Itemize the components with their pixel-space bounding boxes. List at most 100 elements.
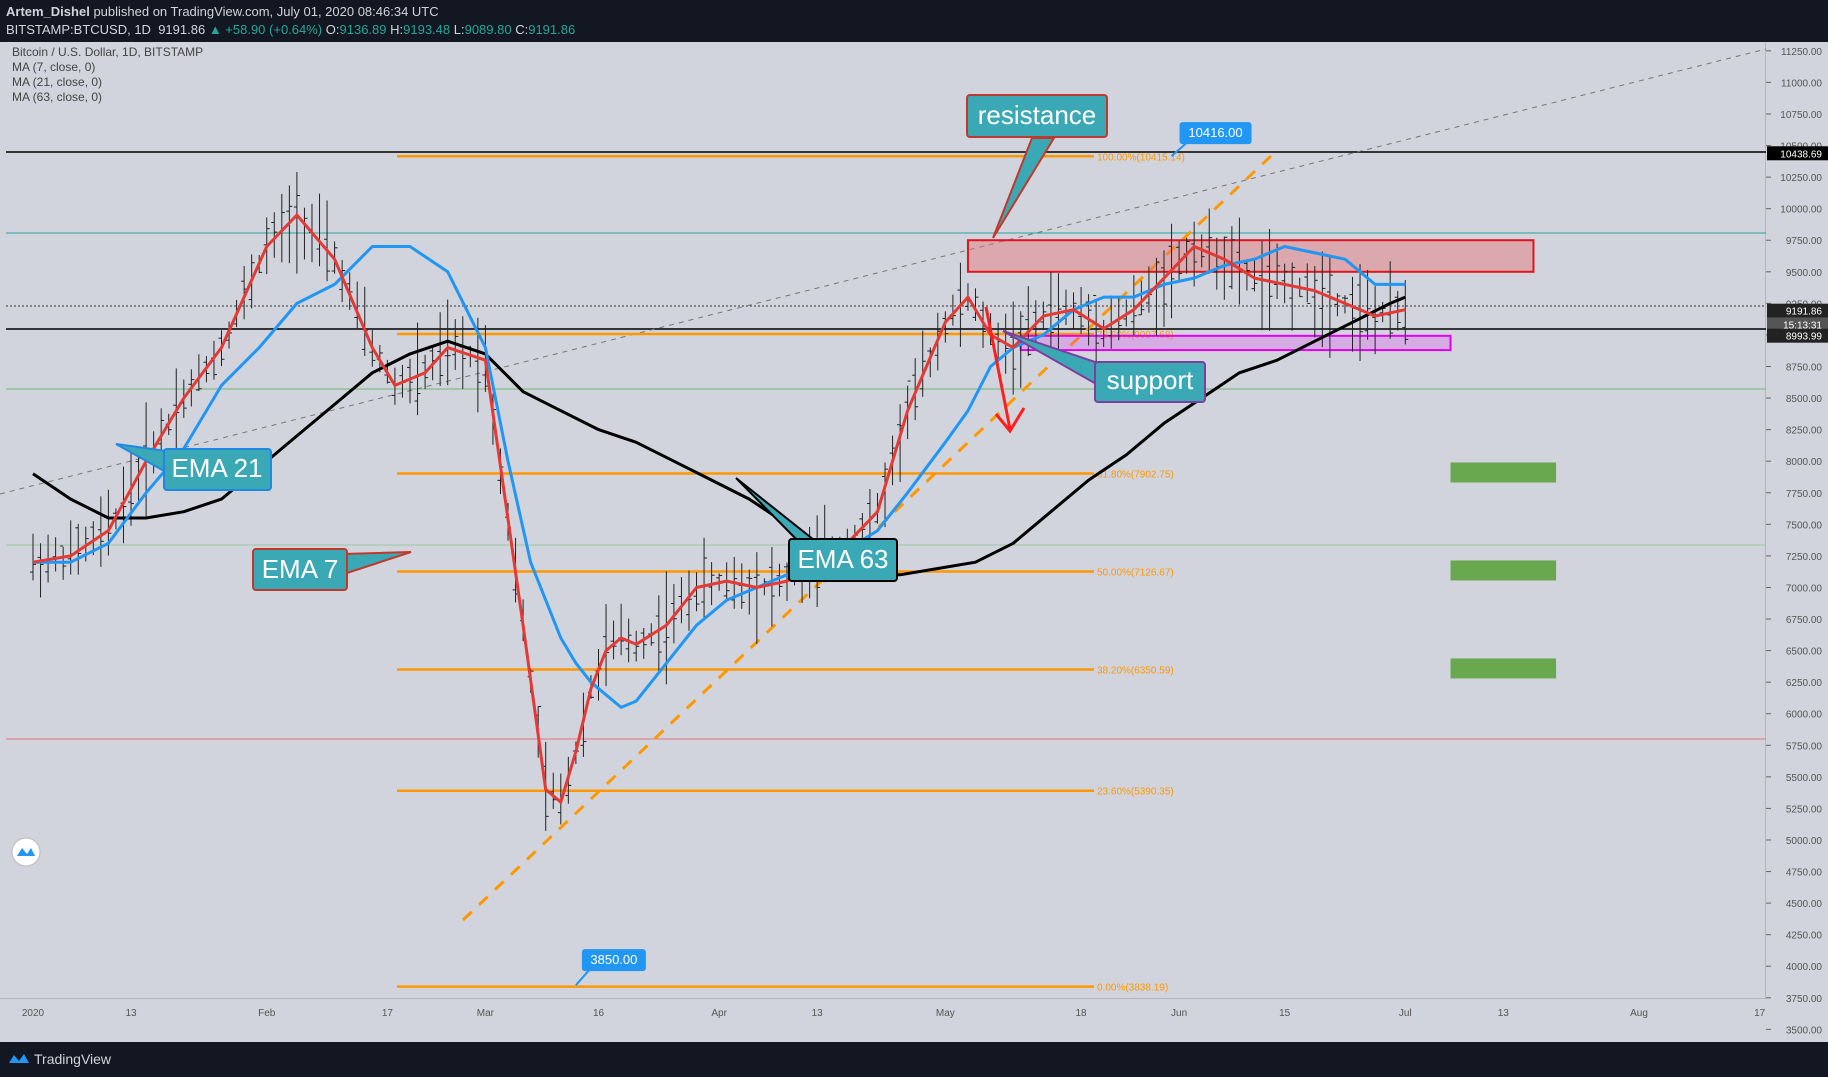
y-tick-label: 7750.00: [1786, 489, 1823, 500]
tv-logo-icon: [17, 848, 35, 856]
support-callout-text: support: [1107, 365, 1194, 395]
high-value: 9193.48: [403, 22, 451, 37]
low-price-flag: [581, 949, 646, 972]
x-tick-label: Apr: [711, 1008, 727, 1019]
price-label-text: 15:13:31: [1783, 321, 1822, 332]
ema21-callout-text: EMA 21: [171, 453, 262, 483]
down-arrow-head: [994, 407, 1026, 434]
x-tick-label: Jun: [1171, 1008, 1187, 1019]
legend-ma63[interactable]: MA (63, close, 0): [12, 90, 102, 104]
y-tick-label: 9500.00: [1786, 268, 1823, 279]
tradingview-logo-icon: [9, 1054, 29, 1063]
x-tick-label: 17: [1754, 1008, 1766, 1019]
legend-ma21[interactable]: MA (21, close, 0): [12, 75, 102, 89]
y-tick-label: 10250.00: [1780, 173, 1822, 184]
chart-header: Artem_Dishel published on TradingView.co…: [0, 0, 1828, 42]
ema63-callout-text: EMA 63: [797, 544, 888, 574]
fib-label: 50.00%(7126.67): [1097, 567, 1174, 578]
low-value: 9089.80: [464, 22, 512, 37]
price-label-box: [1767, 303, 1828, 318]
price-change: ▲ +58.90 (+0.64%): [208, 22, 323, 37]
y-tick-label: 4250.00: [1786, 931, 1823, 942]
ema21-line: [33, 245, 1406, 709]
y-tick-label: 8500.00: [1786, 394, 1823, 405]
fib-label: 0.00%(3838.19): [1097, 983, 1168, 994]
x-tick-label: Mar: [477, 1008, 495, 1019]
price-flags: 10416.00 3850.00: [575, 122, 1252, 986]
price-label-text: 8993.99: [1786, 332, 1823, 343]
x-tick-label: May: [936, 1008, 955, 1019]
y-tick-label: 8000.00: [1786, 457, 1823, 468]
price-label-text: 10438.69: [1780, 149, 1822, 160]
y-tick-label: 9750.00: [1786, 236, 1823, 247]
y-tick-label: 3750.00: [1786, 994, 1823, 1005]
ema63-callout: [788, 538, 898, 582]
x-tick-label: Jul: [1399, 1008, 1412, 1019]
ema7-line: [32, 213, 1406, 804]
x-tick-label: 15: [1279, 1008, 1291, 1019]
x-tick-label: 18: [1075, 1008, 1087, 1019]
x-tick-label: 2020: [22, 1008, 45, 1019]
target-box: [1450, 462, 1557, 483]
target-box: [1450, 560, 1557, 581]
y-tick-label: 7500.00: [1786, 520, 1823, 531]
price-axis[interactable]: 11250.0011000.0010750.0010500.0010250.00…: [1766, 42, 1828, 1042]
y-tick-label: 5250.00: [1786, 804, 1823, 815]
price-label-box: [1767, 317, 1828, 332]
resistance-zone: [966, 239, 1535, 273]
zones-layer: [966, 239, 1557, 679]
legend-ma7[interactable]: MA (7, close, 0): [12, 60, 95, 74]
footer-brand[interactable]: TradingView: [34, 1051, 112, 1067]
chart-area[interactable]: 100.00%(10415.14)78.60%(9007.68)61.80%(7…: [0, 42, 1828, 1042]
high-flag-pointer: [1170, 141, 1189, 157]
high-flag-text: 10416.00: [1188, 125, 1242, 140]
low-flag-pointer: [575, 968, 591, 986]
y-tick-label: 5000.00: [1786, 836, 1823, 847]
time-axis[interactable]: 2020 13 Feb 17 Mar 16 Apr 13 May 18 Jun 15 Jul 13 Aug 1…: [0, 999, 1828, 1042]
tradingview-corner-logo[interactable]: [11, 837, 41, 867]
y-tick-label: 8250.00: [1786, 426, 1823, 437]
x-tick-label: 16: [593, 1008, 605, 1019]
time-axis-bg: [0, 999, 1766, 1042]
close-label: C:: [515, 22, 529, 37]
x-tick-label: Feb: [258, 1008, 276, 1019]
resistance-callout: [966, 94, 1108, 138]
x-tick-label: 13: [125, 1008, 137, 1019]
y-tick-label: 4000.00: [1786, 962, 1823, 973]
callouts: resistance support EMA 21 EMA 7 EMA 63: [115, 94, 1206, 591]
low-flag-text: 3850.00: [590, 952, 637, 967]
price-label-text: 9191.86: [1786, 307, 1823, 318]
author-name[interactable]: Artem_Dishel: [6, 4, 90, 19]
close-value: 9191.86: [528, 22, 576, 37]
legend-title: Bitcoin / U.S. Dollar, 1D, BITSTAMP: [12, 45, 203, 59]
fib-label: 23.60%(5390.35): [1097, 787, 1174, 798]
y-tick-label: 6500.00: [1786, 647, 1823, 658]
resistance-callout-text: resistance: [978, 100, 1097, 130]
y-tick-label: 11000.00: [1781, 78, 1822, 89]
ema7-callout-text: EMA 7: [262, 554, 339, 584]
open-label: O:: [325, 22, 340, 37]
fib-label: 100.00%(10415.14): [1097, 152, 1185, 163]
fib-label: 38.20%(6350.59): [1097, 665, 1174, 676]
ema7-callout: [252, 548, 348, 591]
y-tick-label: 7000.00: [1786, 583, 1823, 594]
corner-logo-circle: [11, 837, 41, 867]
support-zone: [1019, 334, 1452, 352]
y-tick-label: 7250.00: [1786, 552, 1823, 563]
grey-trend-line: [0, 48, 1767, 495]
fib-label: 61.80%(7902.75): [1097, 469, 1174, 480]
publish-info: published on TradingView.com, July 01, 2…: [93, 4, 439, 19]
x-tick-label: 13: [812, 1008, 824, 1019]
ohlc-line: BITSTAMP:BTCUSD, 1D 9191.86 ▲ +58.90 (+0…: [6, 22, 575, 37]
y-tick-label: 5500.00: [1786, 773, 1823, 784]
high-label: H:: [390, 22, 404, 37]
support-callout: [1094, 361, 1206, 403]
y-tick-label: 4750.00: [1786, 868, 1823, 879]
target-box: [1450, 658, 1557, 679]
y-tick-label: 5750.00: [1786, 741, 1823, 752]
footer-bar: TradingView: [0, 1042, 1828, 1077]
y-tick-label: 3500.00: [1786, 1025, 1823, 1036]
open-value: 9136.89: [339, 22, 387, 37]
price-axis-bg: [1766, 42, 1828, 1042]
price-label-box: [1767, 328, 1828, 343]
